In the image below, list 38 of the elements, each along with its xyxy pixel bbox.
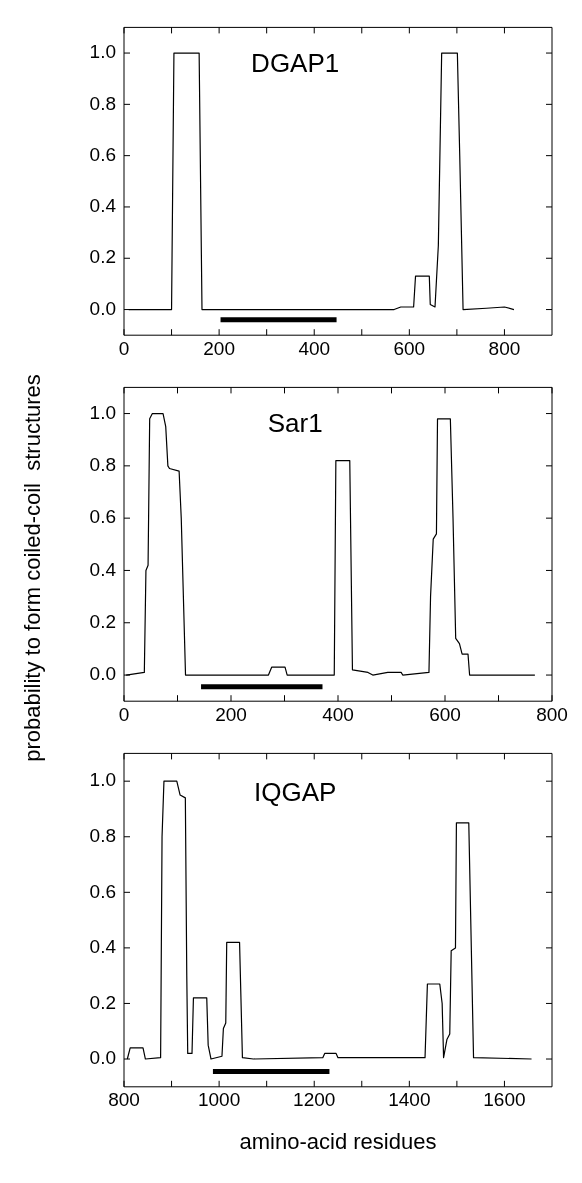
x-tick-label: 200 [203,337,235,359]
x-tick-label: 800 [108,1089,140,1111]
y-tick-label: 0.0 [89,1047,116,1069]
x-tick-label: 800 [536,703,568,725]
y-tick-label: 1.0 [89,401,116,423]
y-tick-label: 0.0 [89,297,116,319]
y-tick-label: 1.0 [89,41,116,63]
x-tick-label: 1200 [293,1089,336,1111]
x-tick-label: 1600 [483,1089,526,1111]
y-tick-label: 0.4 [89,936,117,958]
y-tick-label: 0.8 [89,454,116,476]
x-tick-label: 400 [298,337,331,359]
y-tick-label: 0.2 [89,246,116,268]
y-tick-label: 0.4 [89,558,117,580]
x-tick-label: 0 [118,703,130,725]
x-tick-label: 200 [215,703,247,725]
y-tick-label: 1.0 [89,769,116,791]
y-tick-label: 0.0 [89,663,116,685]
x-tick-label: 0 [118,337,130,359]
y-tick-label: 0.8 [89,824,116,846]
x-tick-label: 1000 [197,1089,241,1111]
y-tick-label: 0.6 [89,506,116,528]
text: DGAP1 [251,47,340,78]
y-tick-label: 0.2 [89,991,116,1013]
y-tick-label: 0.8 [89,92,116,114]
y-tick-label: 0.6 [89,143,116,165]
text: IQGAP [254,776,337,807]
x-tick-label: 400 [322,703,354,725]
x-tick-label: 800 [488,337,521,359]
x-tick-label: 1400 [388,1089,431,1111]
text: Sar1 [267,408,323,439]
x-tick-label: 600 [393,337,426,359]
y-tick-label: 0.4 [89,195,117,217]
x-tick-label: 600 [429,703,461,725]
y-tick-label: 0.2 [89,610,116,632]
y-axis-title: probability to form coiled-coil structures [20,374,46,762]
x-axis-title: amino-acid residues [239,1128,437,1154]
y-tick-label: 0.6 [89,880,116,902]
